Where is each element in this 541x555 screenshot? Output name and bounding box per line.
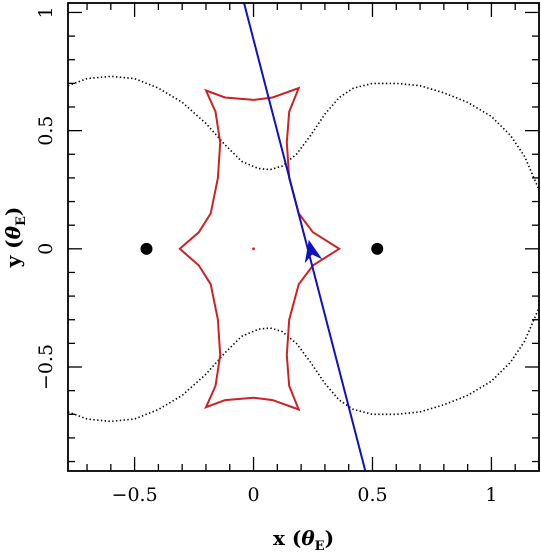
x-tick-label: −0.5 [112, 484, 158, 506]
x-axis-label-sub: E [315, 539, 325, 554]
x-axis-label-main: x [273, 526, 286, 550]
y-axis-label-unit: θ [1, 225, 25, 239]
plot-area [68, 3, 539, 471]
caustic-center-mark [252, 247, 255, 251]
axis-ticks [68, 3, 540, 471]
lens-point-2 [371, 242, 384, 255]
y-tick-label: −0.5 [35, 344, 57, 390]
plot-frame [67, 2, 540, 472]
y-axis-label: y (θE) [1, 207, 29, 269]
source-trajectory-line [243, 3, 367, 471]
source-trajectory-arrowhead [304, 239, 323, 264]
x-axis-label: x (θE) [273, 526, 334, 554]
y-axis-label-main: y [1, 254, 25, 268]
x-tick-label: 0 [247, 484, 259, 506]
y-tick-label: 1 [35, 6, 57, 18]
axis-tick-labels: −0.5 0 0.5 1 −0.5 0 0.5 1 [35, 6, 497, 506]
y-tick-label: 0 [35, 243, 57, 255]
x-axis-label-unit: θ [301, 526, 315, 550]
y-axis-label-sub: E [14, 216, 29, 226]
lens-point-1 [140, 242, 153, 255]
y-tick-label: 0.5 [35, 116, 57, 146]
x-tick-label: 1 [485, 484, 497, 506]
x-tick-label: 0.5 [357, 484, 387, 506]
caustic-curve [178, 86, 342, 412]
critical-curve-lower [68, 307, 539, 423]
critical-curve-upper [68, 75, 539, 191]
